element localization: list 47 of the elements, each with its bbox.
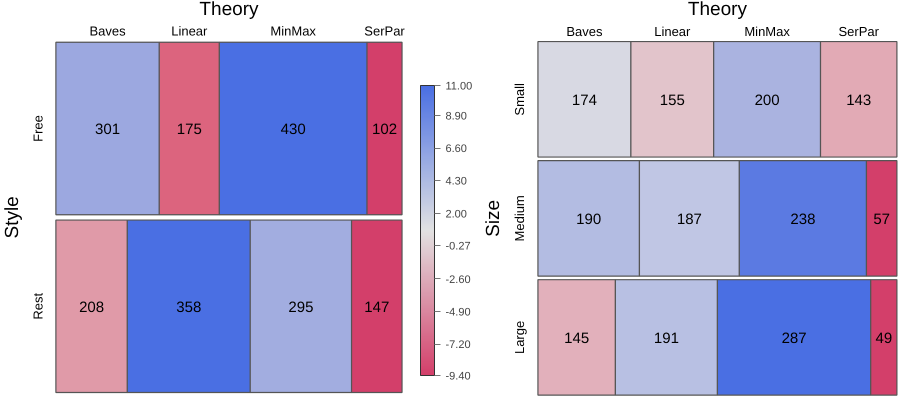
data-label: 187 [676,210,702,228]
series-label: MinMax [270,24,316,39]
data-label: 191 [654,330,679,347]
data-label: 49 [875,330,892,347]
data-label: 175 [176,121,202,138]
y-tick-label: Rest [30,292,46,320]
data-label: 208 [79,298,104,316]
data-label: 238 [790,210,816,228]
series-label: SerPar [838,24,880,40]
series-label: Baves [566,24,603,40]
color-bar-label: -7.20 [446,339,471,352]
data-label: 358 [176,298,202,316]
data-label: 200 [754,92,780,109]
color-bar-label: -0.27 [446,240,471,253]
y-axis-title: Size [482,200,504,237]
color-bar-label: 11.00 [446,80,472,92]
color-bar-label: 4.30 [446,176,467,188]
color-bar-label: -2.60 [446,274,471,286]
y-tick-label: Free [30,115,46,142]
data-label: 143 [846,92,872,109]
color-bar-label: 2.00 [446,208,467,220]
series-label: Baves [90,24,126,39]
color-bar-label: 6.60 [446,143,467,156]
data-label: 155 [660,92,685,109]
series-label: MinMax [744,24,790,40]
data-label: 190 [576,210,602,228]
y-axis-title: Style [2,196,23,239]
data-label: 57 [873,210,890,228]
data-label: 430 [280,121,306,138]
color-bar-label: -9.40 [446,370,471,382]
data-label: 147 [364,298,390,316]
data-label: 287 [782,330,807,347]
data-label: 174 [572,92,597,109]
y-tick-label: Medium [512,195,528,242]
y-tick-label: Large [512,320,528,354]
color-bar-label: -4.90 [446,306,471,319]
series-label: Linear [654,24,692,40]
data-label: 295 [288,298,314,316]
series-label: Linear [171,24,208,39]
data-label: 301 [95,121,120,138]
data-label: 102 [372,121,398,138]
color-bar-label: 8.90 [446,110,467,122]
data-label: 145 [564,330,590,347]
series-label: SerPar [364,24,406,39]
y-tick-label: Small [512,82,528,116]
chart-title: Theory [688,0,748,20]
chart-title: Theory [199,0,260,20]
